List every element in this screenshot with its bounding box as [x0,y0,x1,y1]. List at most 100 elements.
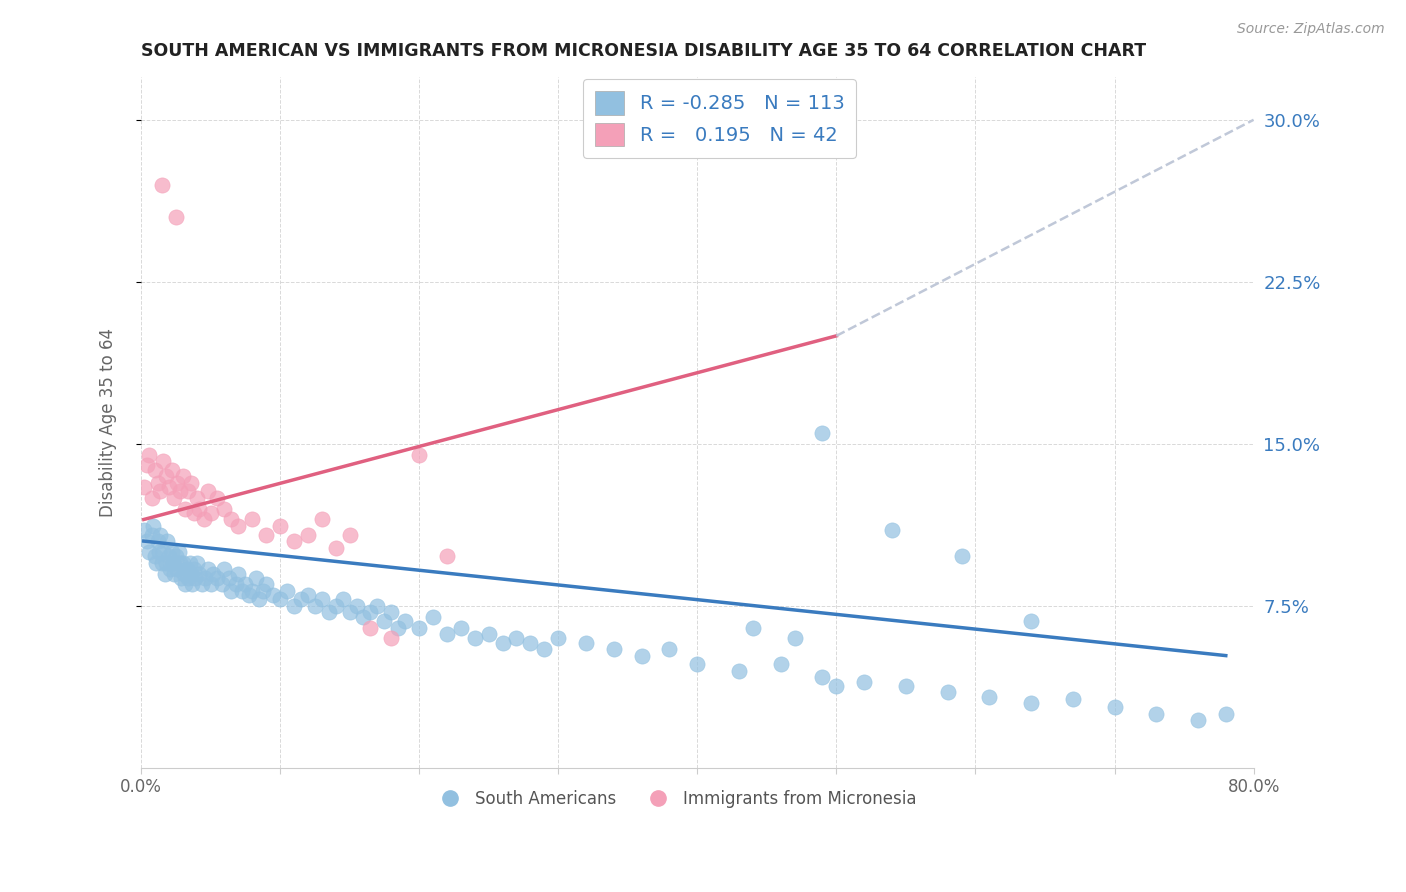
Point [181,577,204,591]
Point [304,599,326,613]
Point [141,527,163,541]
Point [533,642,555,657]
Point [197,484,219,499]
Point [811,670,834,684]
Point [247,592,270,607]
Point [174,577,197,591]
Point [225,577,247,591]
Point [318,606,340,620]
Point [394,614,416,628]
Point [1104,700,1126,714]
Point [156,534,179,549]
Point [143,549,166,564]
Point [194,571,217,585]
Point [894,679,917,693]
Point [169,484,191,499]
Point [436,627,458,641]
Point [547,632,569,646]
Point [283,599,305,613]
Point [380,606,402,620]
Point [240,583,263,598]
Point [172,469,194,483]
Point [245,571,267,585]
Point [950,549,973,564]
Point [152,454,174,468]
Point [157,480,180,494]
Point [366,599,388,613]
Point [167,545,190,559]
Point [853,674,876,689]
Point [176,562,198,576]
Point [202,566,225,581]
Point [152,545,174,559]
Point [332,592,354,607]
Point [200,506,222,520]
Point [254,577,277,591]
Point [408,448,430,462]
Point [290,592,312,607]
Point [240,512,263,526]
Point [184,571,207,585]
Point [346,599,368,613]
Point [163,566,186,581]
Point [214,562,236,576]
Point [742,620,765,634]
Point [207,491,229,505]
Point [149,527,172,541]
Point [159,562,181,576]
Point [160,463,183,477]
Point [262,588,284,602]
Point [197,562,219,576]
Point [143,463,166,477]
Point [221,583,243,598]
Point [380,632,402,646]
Point [325,599,347,613]
Point [211,577,233,591]
Point [174,501,197,516]
Point [359,620,381,634]
Point [186,491,208,505]
Point [1215,706,1237,721]
Point [478,627,501,641]
Point [138,545,160,559]
Point [132,523,155,537]
Point [339,527,361,541]
Point [283,534,305,549]
Point [138,448,160,462]
Y-axis label: Disability Age 35 to 64: Disability Age 35 to 64 [100,327,117,516]
Point [297,527,319,541]
Point [359,606,381,620]
Point [153,566,176,581]
Point [519,635,541,649]
Point [238,588,260,602]
Point [135,534,157,549]
Point [387,620,409,634]
Point [936,685,959,699]
Point [408,620,430,634]
Point [183,506,205,520]
Point [373,614,395,628]
Text: Source: ZipAtlas.com: Source: ZipAtlas.com [1237,22,1385,37]
Point [166,475,188,490]
Point [135,458,157,473]
Point [880,523,903,537]
Legend: South Americans, Immigrants from Micronesia: South Americans, Immigrants from Microne… [427,783,924,815]
Point [1062,691,1084,706]
Point [150,178,173,192]
Point [686,657,709,672]
Point [464,632,486,646]
Text: SOUTH AMERICAN VS IMMIGRANTS FROM MICRONESIA DISABILITY AGE 35 TO 64 CORRELATION: SOUTH AMERICAN VS IMMIGRANTS FROM MICRON… [141,42,1146,60]
Point [200,577,222,591]
Point [769,657,792,672]
Point [658,642,681,657]
Point [728,664,751,678]
Point [163,491,186,505]
Point [603,642,626,657]
Point [811,426,834,441]
Point [783,632,806,646]
Point [231,583,253,598]
Point [173,566,195,581]
Point [191,577,214,591]
Point [353,609,375,624]
Point [207,571,229,585]
